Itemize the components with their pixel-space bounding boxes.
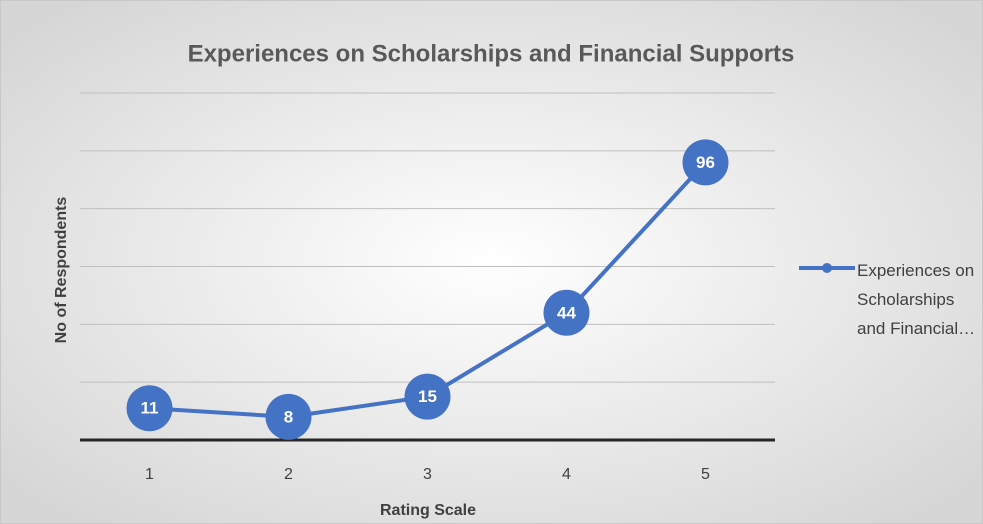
x-tick-label: 1 xyxy=(145,466,154,483)
x-axis-title: Rating Scale xyxy=(380,502,476,519)
data-label: 96 xyxy=(696,153,715,172)
data-point xyxy=(682,139,729,186)
y-axis-title: No of Respondents xyxy=(53,197,70,344)
legend-label: Experiences on Scholarships and Financia… xyxy=(857,261,976,338)
chart-title: Experiences on Scholarships and Financia… xyxy=(188,40,795,67)
data-point xyxy=(126,385,173,432)
data-point xyxy=(265,393,312,440)
legend-marker xyxy=(822,263,832,273)
data-label: 44 xyxy=(557,303,576,322)
data-label: 8 xyxy=(284,407,293,426)
data-point xyxy=(404,373,451,420)
x-tick-label: 4 xyxy=(562,466,571,483)
x-tick-label: 2 xyxy=(284,466,293,483)
data-label: 11 xyxy=(141,399,159,418)
data-label: 15 xyxy=(418,387,437,406)
x-tick-label: 5 xyxy=(701,466,710,483)
x-tick-label: 3 xyxy=(423,466,432,483)
data-point xyxy=(543,289,590,336)
